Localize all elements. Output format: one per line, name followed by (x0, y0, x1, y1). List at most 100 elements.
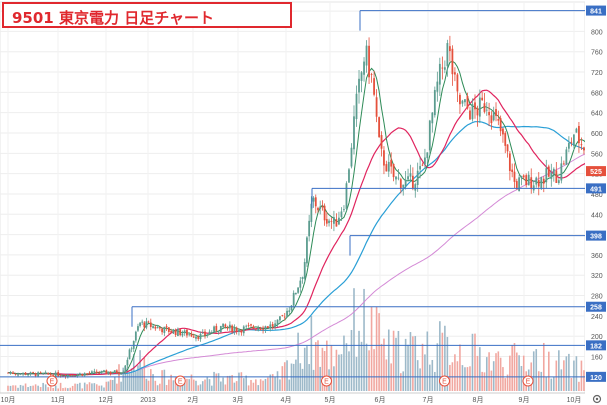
candle-body (353, 116, 355, 150)
settings-gear-icon[interactable] (592, 394, 602, 404)
candle-body (7, 372, 9, 374)
volume-bar (504, 378, 507, 391)
candle-body (478, 97, 481, 117)
current-price-tag (586, 166, 606, 177)
ma-mid-line (8, 89, 600, 376)
candle-body (506, 144, 509, 152)
candle-body (380, 135, 383, 149)
earnings-marker (439, 375, 450, 387)
volume-bar (179, 383, 181, 391)
candle-body (9, 372, 12, 374)
candle-body (122, 372, 125, 374)
candle-body (481, 97, 484, 101)
candle-body (495, 109, 497, 116)
volume-bar (190, 374, 193, 391)
volume-bar (416, 360, 419, 391)
price-tag-182 (586, 340, 606, 351)
volume-bar (426, 331, 429, 391)
candle-body (446, 43, 449, 67)
y-axis: 8408007607206806406005605204804404003603… (585, 0, 607, 405)
volume-bar (12, 385, 14, 391)
candle-body (29, 372, 32, 375)
volume-bar (7, 385, 9, 391)
volume-bar (506, 374, 509, 391)
candle-body (378, 117, 380, 137)
volume-bar (76, 383, 79, 391)
gear-center (595, 397, 599, 401)
volume-bar (353, 288, 355, 391)
candle-body (217, 330, 220, 332)
volume-bar (479, 347, 481, 391)
candle-body (12, 372, 14, 375)
candle-body (190, 333, 193, 337)
volume-bar (267, 377, 269, 391)
volume-bar (118, 364, 120, 391)
candle-body (540, 177, 543, 189)
volume-bar (150, 369, 152, 391)
volume-bar (464, 367, 466, 391)
candle-body (474, 102, 476, 110)
x-tick-label: 10月 (567, 396, 582, 404)
candle-body (343, 209, 345, 211)
volume-bar (44, 384, 47, 391)
volume-bar (109, 379, 112, 391)
volume-bar (476, 355, 479, 391)
candle-body (71, 375, 74, 377)
x-tick-label: 5月 (325, 396, 336, 404)
y-tick-label: 360 (591, 253, 603, 260)
volume-bar (380, 343, 383, 391)
volume-bar (271, 374, 274, 391)
volume-bar (47, 387, 49, 391)
volume-bar (565, 356, 568, 391)
candle-body (42, 373, 45, 375)
volume-bar (130, 368, 133, 391)
candle-body (572, 134, 575, 146)
volume-bar (62, 388, 64, 391)
volume-bar (86, 384, 88, 391)
volume-bar (547, 351, 550, 391)
candle-body (409, 173, 412, 177)
candle-body (145, 321, 148, 328)
volume-bar (537, 371, 540, 391)
candle-body (542, 178, 545, 184)
volume-bar (368, 350, 370, 391)
candle-body (93, 371, 96, 372)
ma-short-line (8, 60, 600, 377)
volume-bar (220, 381, 222, 391)
candle-body (32, 372, 35, 373)
candle-body (262, 329, 264, 330)
candle-body (402, 184, 405, 188)
volume-bar (172, 380, 175, 391)
volume-bar (402, 371, 405, 391)
volume-bar (161, 370, 163, 391)
candle-body (44, 372, 47, 374)
volume-bar (513, 343, 516, 391)
volume-bar (269, 374, 272, 391)
volume-bar (210, 385, 213, 391)
volume-bar (301, 368, 304, 391)
x-tick-label: 3月 (233, 396, 244, 404)
candle-body (338, 217, 340, 225)
candle-body (312, 197, 315, 202)
volume-bar (52, 388, 54, 391)
volume-bar (252, 382, 255, 391)
candle-body (158, 327, 161, 329)
volume-bar (224, 384, 227, 391)
candle-body (118, 372, 120, 374)
candle-body (247, 325, 250, 327)
volume-bar (233, 382, 236, 391)
candle-body (333, 217, 335, 224)
candle-body (299, 280, 302, 288)
volume-bar (255, 379, 257, 391)
volume-bar (145, 378, 148, 391)
candle-body (47, 372, 50, 375)
candle-body (226, 327, 229, 329)
volume-bar (122, 367, 125, 391)
volume-bar (64, 387, 67, 391)
volume-bar (424, 354, 426, 391)
volume-bar (199, 384, 202, 391)
candle-body (373, 78, 375, 95)
volume-bar (100, 385, 103, 391)
candle-body (109, 371, 112, 374)
candle-body (269, 324, 272, 329)
